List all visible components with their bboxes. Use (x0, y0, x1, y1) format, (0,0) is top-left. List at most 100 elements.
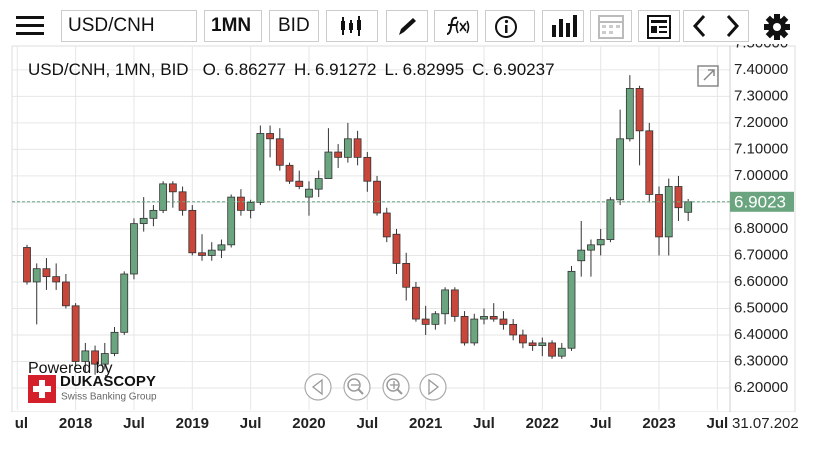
nav-buttons[interactable] (683, 10, 749, 42)
nav-control (419, 373, 447, 401)
settings-button[interactable] (756, 10, 796, 42)
chart-type-button[interactable] (326, 10, 378, 42)
candle-body (518, 334, 527, 344)
expand-icon (697, 65, 719, 87)
calendar-button[interactable] (590, 10, 632, 42)
candle-body (363, 156, 372, 182)
draw-button[interactable] (386, 10, 428, 42)
y-tick-label: 6.30000 (734, 352, 788, 369)
candle-body (606, 199, 615, 240)
candle-body (198, 252, 206, 256)
candle-body (645, 130, 654, 195)
candle-body (450, 289, 459, 317)
y-tick-label: 7.00000 (734, 167, 788, 184)
header-part: L. (384, 60, 398, 79)
candles-icon (341, 16, 361, 36)
toolbar: USD/CNH 1MN BID (0, 0, 814, 44)
header-part: 6.91272 (315, 60, 376, 79)
logo-cross (33, 380, 51, 398)
candle-body (91, 350, 99, 365)
candle-body (81, 350, 90, 362)
y-tick-label: 7.50000 (734, 44, 788, 51)
y-tick-label: 6.20000 (734, 379, 788, 396)
candle-body (285, 164, 294, 182)
candle-body (295, 180, 304, 187)
x-tick-label: Jul (240, 415, 262, 432)
bars-icon (552, 15, 577, 37)
x-tick-label: Jul (6, 415, 28, 432)
candle-body (159, 183, 168, 211)
x-tick-label: 2022 (526, 415, 559, 432)
candle-body (431, 313, 440, 325)
candle-body (275, 138, 284, 166)
x-tick-label: Jul (473, 415, 495, 432)
menu-icon (16, 16, 44, 35)
candle-body (305, 188, 313, 198)
candle-body (538, 342, 547, 346)
candle-body (392, 233, 401, 264)
header-part: 6.86277 (225, 60, 286, 79)
menu-button[interactable] (14, 10, 56, 42)
expand-arrow (703, 69, 715, 81)
symbol-select[interactable]: USD/CNH (61, 10, 197, 42)
candle-body (207, 249, 216, 256)
arrows-icon (692, 14, 740, 38)
candle-body (441, 289, 450, 315)
candle-body (256, 133, 265, 203)
candle-body (178, 191, 187, 211)
y-tick-label: 6.60000 (734, 273, 788, 290)
indicators-button[interactable] (434, 10, 478, 42)
end-date: 31.07.202 (732, 415, 799, 432)
candle-body (149, 209, 158, 219)
fx-icon (446, 16, 470, 35)
gear-icon (764, 14, 790, 40)
nav-right (428, 378, 440, 396)
candle-body (32, 268, 41, 283)
candle-body (635, 88, 644, 132)
candle-body (23, 247, 31, 283)
candle-body (227, 196, 236, 246)
zoom-sign (390, 381, 398, 389)
candle-body (61, 281, 70, 307)
y-tick-label: 7.20000 (734, 114, 788, 131)
info-button[interactable] (485, 10, 535, 42)
calendar-icon (598, 15, 624, 39)
y-tick-label: 7.10000 (734, 140, 788, 157)
y-tick-label: 6.70000 (734, 246, 788, 263)
candle-body (110, 331, 119, 354)
period-select[interactable]: 1MN (204, 10, 262, 42)
volume-button[interactable] (542, 10, 584, 42)
x-tick-label: Jul (356, 415, 378, 432)
chart-header: USD/CNH, 1MN, BID O. 6.86277 H. 6.91272 L. 6.8… (28, 60, 555, 79)
candle-body (100, 353, 109, 365)
candle-body (470, 318, 479, 344)
candle-body (421, 318, 430, 325)
candle-body (664, 186, 673, 238)
candle-body (528, 342, 537, 346)
x-tick-label: 2021 (409, 415, 442, 432)
info-icon (495, 16, 517, 38)
y-tick-label: 6.80000 (734, 220, 788, 237)
candle-body (567, 270, 576, 349)
candle-body (412, 286, 420, 320)
nav-left (311, 378, 323, 396)
candle-body (509, 323, 518, 336)
candle-body (499, 318, 508, 325)
news-icon (647, 15, 671, 39)
candle-body (548, 342, 556, 357)
x-tick-label: Jul (707, 415, 729, 432)
y-tick-label: 7.40000 (734, 61, 788, 78)
logo-powered: Powered by (28, 360, 113, 377)
candle-body (382, 212, 391, 238)
candle-body (353, 138, 362, 158)
logo-tagline: Swiss Banking Group (61, 392, 157, 403)
news-button[interactable] (638, 10, 680, 42)
x-axis-band (12, 412, 795, 451)
candle-body (373, 180, 381, 214)
candle-body (217, 244, 226, 251)
header-part: 6.90237 (493, 60, 554, 79)
candle-body (480, 316, 488, 320)
candle-body (139, 217, 148, 225)
side-select[interactable]: BID (269, 10, 319, 42)
